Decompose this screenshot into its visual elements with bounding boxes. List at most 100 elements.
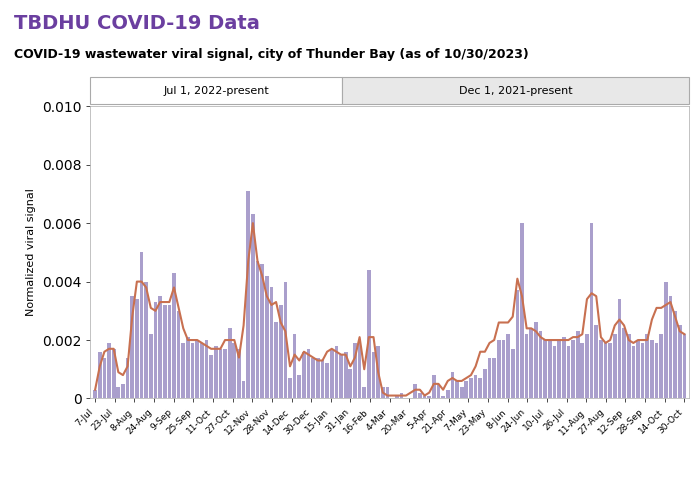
Bar <box>126 357 129 398</box>
Bar <box>539 331 542 398</box>
Bar <box>645 334 649 398</box>
Bar <box>316 357 319 398</box>
Bar <box>214 346 218 398</box>
Bar <box>548 340 552 398</box>
Bar <box>335 346 338 398</box>
Bar <box>232 343 236 398</box>
Bar <box>191 343 194 398</box>
Bar <box>242 381 246 398</box>
Bar <box>516 290 519 398</box>
Bar <box>469 378 473 398</box>
Bar <box>506 334 510 398</box>
Bar <box>464 381 468 398</box>
Bar <box>571 340 575 398</box>
Bar <box>492 357 496 398</box>
Bar <box>321 360 324 398</box>
Bar <box>98 352 102 398</box>
Bar <box>474 375 477 398</box>
Bar <box>367 270 371 398</box>
Bar <box>553 346 556 398</box>
Bar <box>112 349 116 398</box>
Bar <box>219 349 222 398</box>
Bar <box>673 311 677 398</box>
Bar <box>274 323 278 398</box>
Text: COVID-19 wastewater viral signal, city of Thunder Bay (as of 10/30/2023): COVID-19 wastewater viral signal, city o… <box>14 48 529 61</box>
Bar <box>617 299 622 398</box>
Bar <box>205 340 208 398</box>
Bar <box>580 343 584 398</box>
Bar <box>557 340 561 398</box>
Bar <box>622 328 626 398</box>
Bar <box>172 273 176 398</box>
Bar <box>283 282 287 398</box>
Bar <box>436 384 441 398</box>
Bar <box>636 340 640 398</box>
Bar <box>377 346 380 398</box>
Bar <box>488 357 491 398</box>
Bar <box>562 337 566 398</box>
Bar <box>432 375 436 398</box>
Bar <box>154 302 157 398</box>
Bar <box>427 396 431 398</box>
Bar <box>530 328 533 398</box>
Bar <box>353 343 357 398</box>
Bar <box>534 323 538 398</box>
Bar <box>135 299 139 398</box>
Bar <box>209 355 213 398</box>
Bar <box>149 334 152 398</box>
FancyBboxPatch shape <box>90 77 342 104</box>
Bar <box>400 393 403 398</box>
Bar <box>237 349 241 398</box>
Bar <box>413 384 417 398</box>
Bar <box>307 349 310 398</box>
Bar <box>455 381 459 398</box>
Bar <box>381 387 385 398</box>
Bar <box>497 340 500 398</box>
Bar <box>641 343 644 398</box>
Bar <box>163 305 166 398</box>
Bar <box>678 326 681 398</box>
Bar <box>302 352 306 398</box>
Bar <box>186 337 190 398</box>
Bar <box>683 334 686 398</box>
Bar <box>372 352 375 398</box>
Bar <box>158 296 162 398</box>
Y-axis label: Normalized viral signal: Normalized viral signal <box>26 188 36 316</box>
Bar <box>121 384 125 398</box>
Bar <box>325 363 329 398</box>
Bar <box>311 357 315 398</box>
Bar <box>177 311 180 398</box>
Bar <box>339 355 343 398</box>
Bar <box>116 387 120 398</box>
Bar <box>107 343 111 398</box>
Text: Dec 1, 2021-present: Dec 1, 2021-present <box>459 85 572 96</box>
Bar <box>603 343 608 398</box>
Bar <box>525 334 528 398</box>
Bar <box>613 334 617 398</box>
Bar <box>223 349 227 398</box>
Bar <box>349 369 352 398</box>
Bar <box>478 378 482 398</box>
Bar <box>460 387 464 398</box>
Bar <box>182 343 185 398</box>
Bar <box>93 390 97 398</box>
Text: Jul 1, 2022-present: Jul 1, 2022-present <box>164 85 269 96</box>
Bar <box>441 396 445 398</box>
Bar <box>599 340 603 398</box>
Bar <box>297 375 301 398</box>
Bar <box>246 191 250 398</box>
Bar <box>511 349 514 398</box>
Bar <box>288 378 292 398</box>
Bar <box>358 340 361 398</box>
Bar <box>386 387 389 398</box>
Bar <box>140 252 143 398</box>
Bar <box>576 331 580 398</box>
FancyBboxPatch shape <box>342 77 689 104</box>
Bar <box>659 334 663 398</box>
Bar <box>520 223 524 398</box>
Bar <box>585 334 589 398</box>
Bar <box>650 340 654 398</box>
Bar <box>655 343 658 398</box>
Bar <box>279 305 283 398</box>
Bar <box>608 343 612 398</box>
